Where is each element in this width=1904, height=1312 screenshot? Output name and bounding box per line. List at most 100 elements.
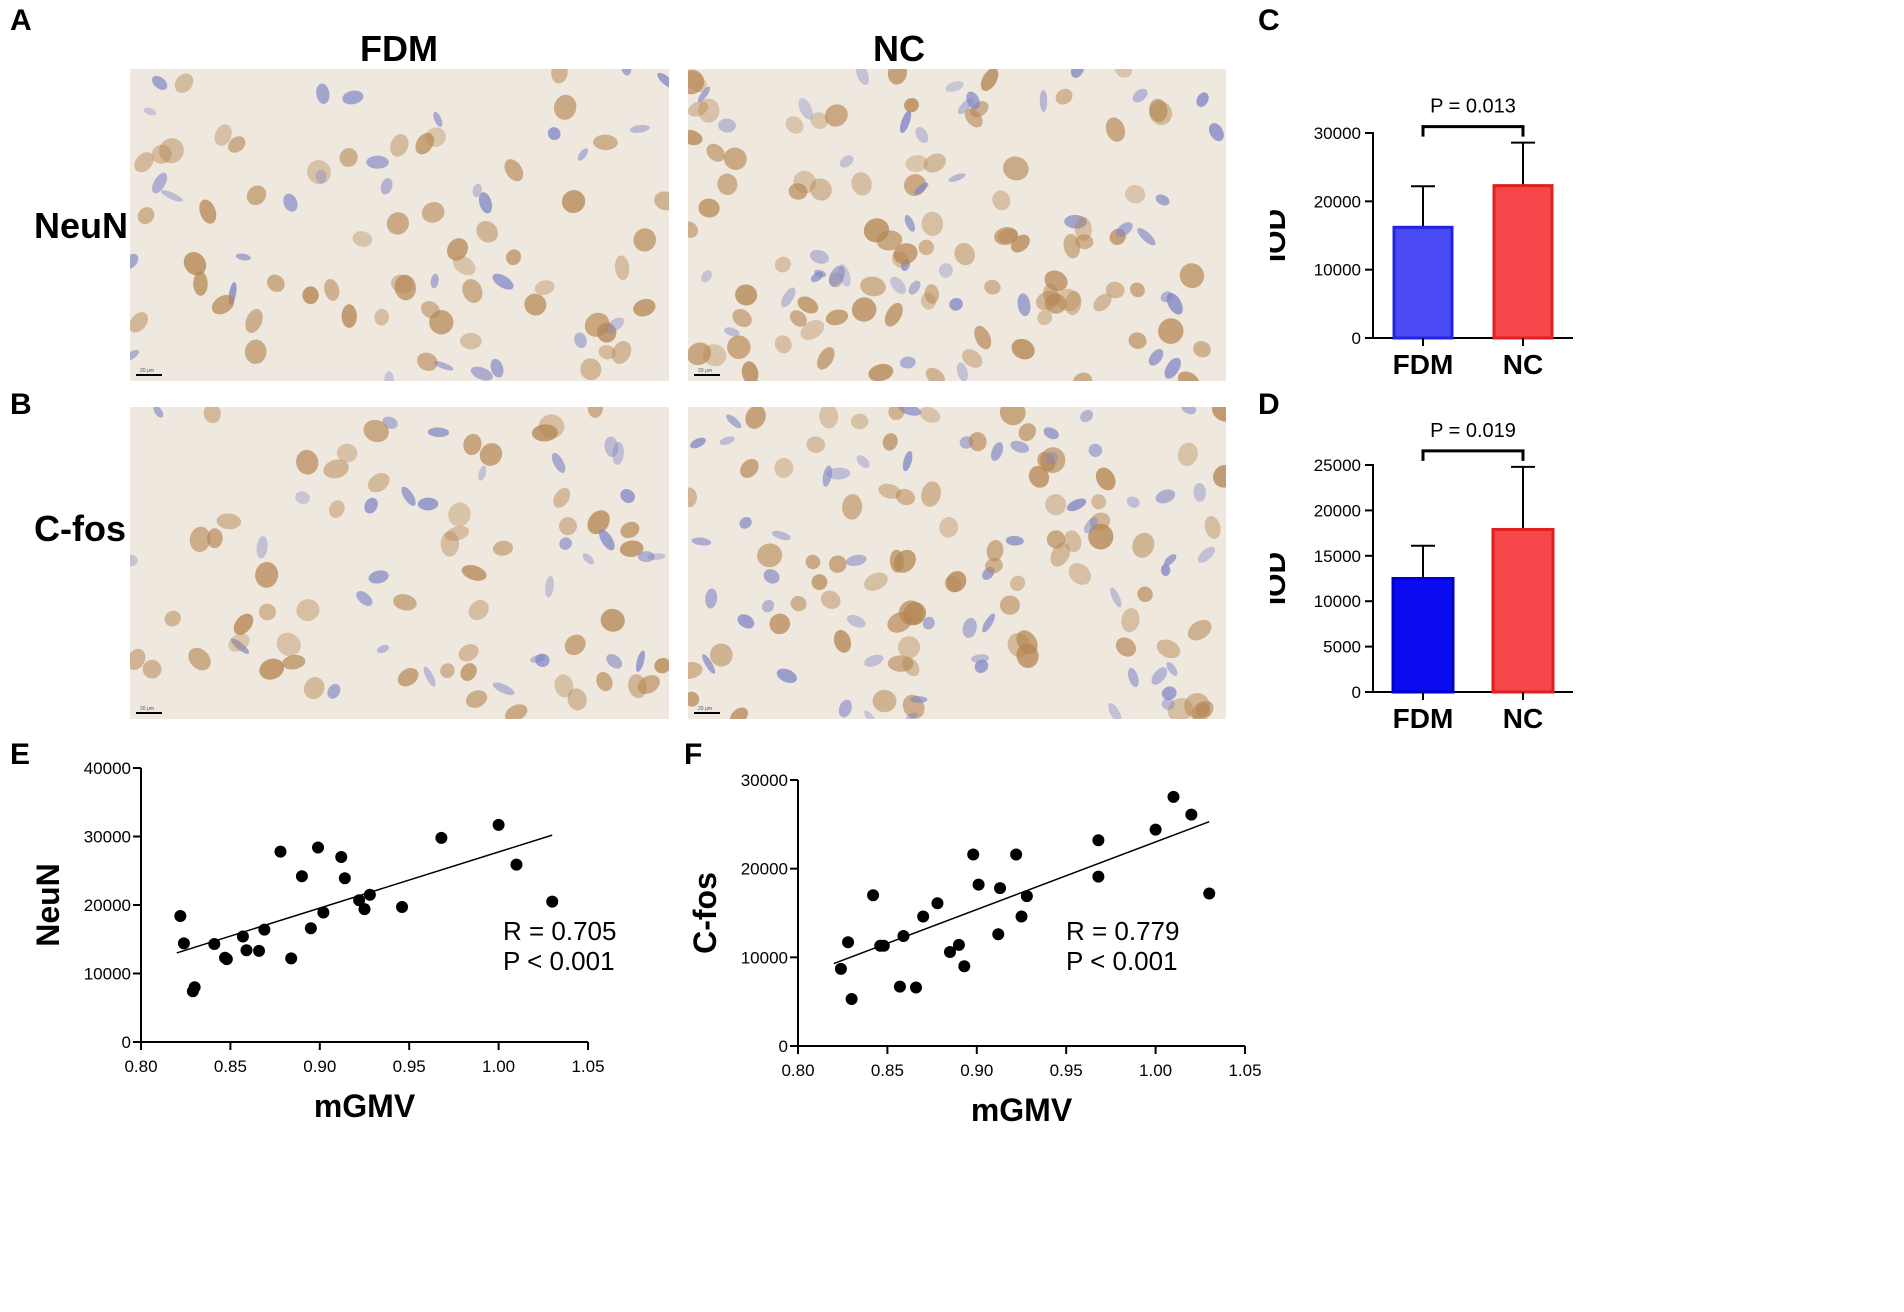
neuron-cell — [336, 443, 358, 463]
data-point — [295, 870, 308, 883]
glial-nucleus — [380, 178, 393, 195]
x-tick-label: 1.00 — [482, 1057, 515, 1076]
data-point — [943, 946, 956, 959]
neuron-cell — [188, 647, 211, 671]
x-tick-label: 0.80 — [124, 1057, 157, 1076]
neuron-cell — [898, 600, 924, 626]
x-tick-label: 0.95 — [1050, 1061, 1083, 1080]
glial-nucleus — [822, 465, 832, 487]
neuron-cell — [1128, 332, 1147, 349]
neuron-cell — [258, 603, 277, 621]
glial-nucleus — [152, 75, 168, 90]
neuron-cell — [553, 94, 577, 120]
neuron-cell — [448, 502, 471, 527]
neuron-cell — [425, 127, 446, 147]
neuron-cell — [1156, 639, 1181, 659]
glial-nucleus — [1080, 409, 1094, 423]
neuron-cell — [1179, 263, 1205, 289]
neuron-cell — [710, 643, 733, 667]
neuron-cell — [887, 69, 907, 85]
glial-nucleus — [433, 111, 443, 127]
neuron-cell — [458, 644, 479, 662]
neuron-cell — [688, 221, 699, 238]
neuron-cell — [587, 510, 610, 535]
neuron-cell — [164, 610, 181, 627]
data-point — [546, 895, 559, 908]
glial-nucleus — [974, 659, 989, 673]
neuron-cell — [824, 104, 848, 127]
x-tick-label: 1.00 — [1139, 1061, 1172, 1080]
glial-nucleus — [781, 287, 796, 308]
neuron-cell — [137, 207, 155, 225]
y-tick-label: 40000 — [84, 759, 131, 778]
glial-nucleus — [1039, 89, 1048, 112]
neuron-cell — [688, 342, 712, 366]
glial-nucleus — [914, 182, 929, 195]
neuron-cell — [463, 433, 482, 456]
glial-nucleus — [143, 107, 157, 116]
glial-nucleus — [966, 91, 980, 110]
data-point — [994, 882, 1007, 895]
data-point — [174, 909, 187, 922]
y-axis-title: NeuN — [30, 863, 66, 947]
scatter-plot-cfos-mgmv: 0 10000 20000 30000 0.80 0.85 0.90 0.95 1.00 1.05… — [690, 771, 1262, 1128]
data-point — [1149, 823, 1162, 836]
neuron-cell — [567, 688, 587, 711]
glial-nucleus — [366, 155, 389, 169]
scatter-plot-neun-mgmv: 0 10000 20000 30000 40000 0.80 0.85 0.90 0.95 1.0… — [30, 759, 616, 1124]
data-point — [240, 944, 253, 957]
row-title-neun: NeuN — [34, 205, 129, 246]
neuron-cell — [1002, 156, 1029, 181]
data-point — [877, 939, 890, 952]
neuron-cell — [944, 575, 962, 593]
glial-nucleus — [530, 654, 545, 664]
data-point — [236, 930, 249, 943]
glial-nucleus — [1164, 357, 1181, 379]
neuron-cell — [884, 302, 903, 327]
neuron-cell — [1056, 288, 1081, 312]
scale-bar-label: 20 μm — [698, 706, 712, 712]
neuron-cell — [882, 433, 898, 451]
correlation-p: P < 0.001 — [503, 946, 615, 976]
neuron-cell — [790, 595, 807, 612]
glial-nucleus — [763, 569, 780, 584]
p-value-annotation: P = 0.019 — [1430, 420, 1516, 442]
neuron-cell — [757, 543, 783, 568]
glial-nucleus — [737, 614, 755, 629]
glial-nucleus — [574, 332, 587, 349]
neuron-cell — [633, 228, 657, 252]
y-tick-label: 20000 — [741, 860, 788, 879]
glial-nucleus — [635, 650, 645, 672]
glial-nucleus — [1166, 293, 1183, 315]
neuron-cell — [228, 633, 250, 652]
neuron-cell — [729, 707, 748, 719]
neuron-cell — [992, 190, 1011, 211]
glial-nucleus — [691, 537, 712, 546]
neuron-cell — [735, 284, 758, 306]
glial-nucleus — [1045, 451, 1058, 465]
neuron-cell — [774, 457, 794, 478]
neuron-cell — [1105, 281, 1125, 299]
neuron-cell — [417, 352, 438, 371]
neuron-cell — [864, 572, 888, 591]
neuron-cell — [462, 279, 483, 303]
glial-nucleus — [490, 358, 504, 378]
neuron-cell — [1074, 216, 1092, 241]
neuron-cell — [872, 689, 897, 713]
neuron-cell — [769, 613, 791, 635]
glial-nucleus — [433, 360, 454, 371]
glial-nucleus — [1161, 686, 1177, 700]
neuron-cell — [460, 663, 477, 681]
glial-nucleus — [612, 442, 624, 465]
neuron-cell — [688, 71, 707, 93]
neuron-cell — [183, 251, 207, 276]
glial-nucleus — [948, 173, 966, 183]
bar-chart-neun-iod: 0 10000 20000 30000 FDM NC IOD P = 0.013 — [1270, 96, 1573, 380]
y-tick-label: 15000 — [1314, 547, 1361, 566]
glial-nucleus — [130, 253, 139, 270]
neuron-cell — [986, 539, 1004, 562]
neuron-cell — [968, 432, 987, 452]
glial-nucleus — [838, 264, 851, 287]
neuron-cell — [244, 339, 267, 365]
glial-nucleus — [1180, 407, 1197, 415]
